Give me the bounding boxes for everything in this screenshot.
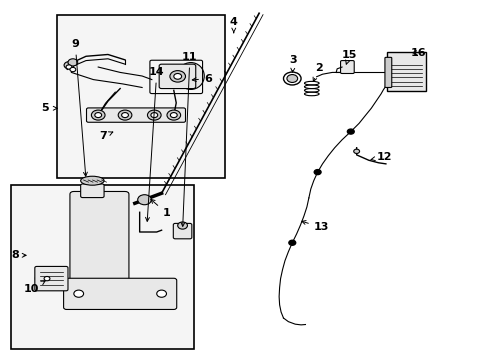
Circle shape <box>138 195 151 205</box>
Circle shape <box>64 62 74 69</box>
Circle shape <box>147 110 161 120</box>
Circle shape <box>288 240 295 245</box>
Circle shape <box>91 110 105 120</box>
Text: 9: 9 <box>71 40 87 176</box>
Text: 8: 8 <box>11 250 19 260</box>
Text: 7: 7 <box>99 131 113 141</box>
Circle shape <box>177 222 187 229</box>
Circle shape <box>173 73 181 79</box>
Text: 16: 16 <box>409 48 425 58</box>
Circle shape <box>122 113 128 118</box>
Text: 12: 12 <box>370 152 392 162</box>
FancyBboxPatch shape <box>340 60 353 73</box>
Text: 5: 5 <box>41 103 48 113</box>
Bar <box>57 15 224 178</box>
Text: 10: 10 <box>23 281 45 294</box>
FancyBboxPatch shape <box>81 184 104 198</box>
Ellipse shape <box>286 75 297 82</box>
Ellipse shape <box>81 176 104 185</box>
Circle shape <box>314 170 321 175</box>
Text: 13: 13 <box>301 221 328 232</box>
FancyBboxPatch shape <box>86 108 185 122</box>
FancyBboxPatch shape <box>386 52 425 91</box>
Circle shape <box>68 59 78 66</box>
Text: 3: 3 <box>289 55 297 72</box>
Circle shape <box>44 276 50 281</box>
Bar <box>11 185 194 348</box>
Text: 4: 4 <box>229 17 237 33</box>
FancyBboxPatch shape <box>70 192 129 285</box>
FancyBboxPatch shape <box>173 224 191 239</box>
Text: 15: 15 <box>341 50 356 64</box>
Text: 6: 6 <box>192 73 211 84</box>
FancyBboxPatch shape <box>35 266 68 291</box>
Ellipse shape <box>177 63 204 89</box>
Circle shape <box>169 71 185 82</box>
Circle shape <box>70 67 76 72</box>
FancyBboxPatch shape <box>159 64 195 89</box>
Text: 11: 11 <box>181 52 197 226</box>
Circle shape <box>151 113 158 118</box>
Circle shape <box>157 290 166 297</box>
Ellipse shape <box>35 271 54 286</box>
FancyBboxPatch shape <box>63 278 176 310</box>
Text: 14: 14 <box>145 67 164 221</box>
Circle shape <box>118 110 132 120</box>
Circle shape <box>170 113 177 118</box>
FancyBboxPatch shape <box>384 57 391 87</box>
Circle shape <box>346 129 353 134</box>
Circle shape <box>166 110 180 120</box>
Circle shape <box>74 290 83 297</box>
Circle shape <box>95 113 102 118</box>
Circle shape <box>66 65 72 69</box>
Text: 1: 1 <box>151 199 170 218</box>
Circle shape <box>353 149 359 153</box>
Text: 2: 2 <box>312 63 322 81</box>
